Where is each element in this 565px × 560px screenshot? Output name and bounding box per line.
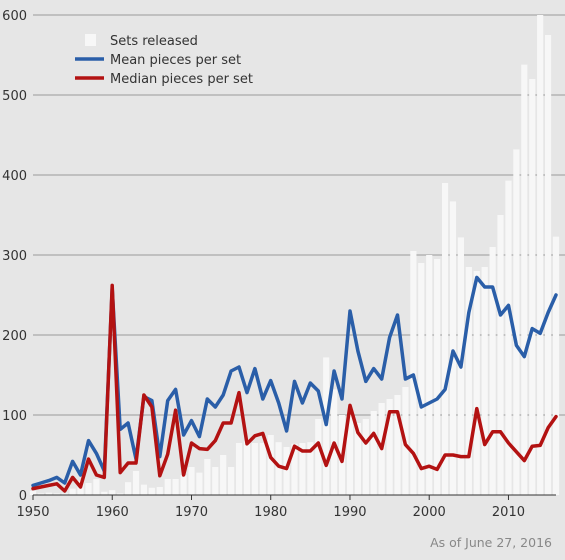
bar-sets-released: [465, 267, 472, 495]
bar-sets-released: [394, 395, 401, 495]
bar-sets-released: [37, 493, 45, 495]
series-lines: [31, 275, 558, 493]
bar-sets-released: [521, 64, 528, 495]
x-tick-label: 1980: [254, 505, 287, 520]
line-median-pieces-per-set: [31, 283, 558, 493]
bar-sets-released: [481, 267, 488, 495]
bar-sets-released: [251, 443, 258, 495]
bar-sets-released: [235, 443, 243, 495]
bar-sets-released: [283, 447, 290, 495]
bar-sets-released: [275, 442, 282, 495]
x-tick-label: 1990: [333, 505, 366, 520]
legend: Sets released Mean pieces per set Median p…: [75, 34, 253, 87]
bar-sets-released: [529, 79, 536, 495]
bar-sets-released: [291, 443, 298, 495]
bar-sets-released: [53, 493, 60, 495]
x-tick-label: 1950: [16, 505, 49, 520]
y-tick-label: 400: [2, 169, 27, 184]
x-tick-label: 2000: [413, 505, 446, 520]
bar-sets-released: [426, 255, 433, 495]
axes: 0 100 200 300 400 500 600 1950 1960 1970 1980 1990 2…: [2, 9, 556, 520]
legend-label: Median pieces per set: [110, 72, 253, 87]
x-tick-label: 2010: [492, 505, 525, 520]
x-tick-label: 1960: [96, 505, 129, 520]
bar-sets-released: [117, 493, 124, 495]
bar-sets-released: [315, 419, 322, 495]
bar-sets-released: [370, 411, 377, 495]
legend-label: Sets released: [110, 34, 198, 49]
line-mean-pieces-per-set: [31, 275, 558, 488]
bar-sets-released: [29, 491, 37, 495]
bar-sets-released: [354, 423, 361, 495]
bar-sets-released: [243, 440, 251, 495]
bar-sets-released: [45, 492, 52, 495]
legend-swatch-bar: [85, 34, 96, 46]
bar-sets-released: [259, 443, 266, 495]
bar-sets-released: [307, 442, 314, 495]
bar-sets-released: [267, 435, 274, 495]
bar-sets-released: [188, 467, 195, 495]
bar-sets-released: [132, 471, 140, 495]
bar-sets-released: [212, 467, 219, 495]
y-tick-label: 100: [2, 409, 27, 424]
bar-sets-released: [164, 479, 171, 495]
bar-sets-released: [69, 488, 76, 495]
bar-sets-released: [441, 183, 449, 495]
bar-sets-released: [93, 479, 100, 495]
bar-sets-released: [537, 15, 544, 495]
bar-sets-released: [513, 149, 520, 495]
bar-sets-released: [125, 482, 132, 495]
bar-sets-released: [156, 487, 163, 495]
bar-sets-released: [220, 455, 227, 495]
x-tick-label: 1970: [175, 505, 208, 520]
bar-sets-released: [544, 35, 552, 495]
footnote: As of June 27, 2016: [430, 535, 552, 550]
bar-sets-released: [101, 491, 108, 495]
y-tick-label: 300: [2, 249, 27, 264]
y-tick-label: 0: [19, 489, 27, 504]
bar-sets-released: [418, 263, 425, 495]
bar-sets-released: [505, 180, 512, 495]
bar-sets-released: [61, 493, 68, 495]
bar-sets-released: [85, 483, 92, 495]
bar-sets-released: [386, 399, 393, 495]
bar-sets-released: [172, 479, 179, 495]
bar-sets-released: [449, 201, 457, 495]
bar-sets-released: [148, 487, 155, 495]
bar-sets-released: [346, 415, 354, 495]
y-tick-label: 500: [2, 89, 27, 104]
bar-sets-released: [497, 215, 504, 495]
bar-sets-released: [299, 443, 306, 495]
bar-sets-released: [434, 259, 441, 495]
bar-sets-released: [180, 475, 187, 495]
legend-label: Mean pieces per set: [110, 53, 241, 68]
bar-sets-released: [489, 247, 496, 495]
bar-sets-released: [552, 236, 560, 495]
bar-sets-released: [196, 472, 203, 495]
y-tick-label: 600: [2, 9, 27, 24]
y-tick-label: 200: [2, 329, 27, 344]
bar-sets-released: [410, 251, 417, 495]
bar-sets-released: [362, 419, 369, 495]
bar-sets-released: [473, 271, 480, 495]
bar-sets-released: [109, 490, 116, 495]
bar-sets-released: [140, 484, 148, 495]
bar-sets-released: [204, 459, 211, 495]
bar-sets-released: [228, 467, 235, 495]
